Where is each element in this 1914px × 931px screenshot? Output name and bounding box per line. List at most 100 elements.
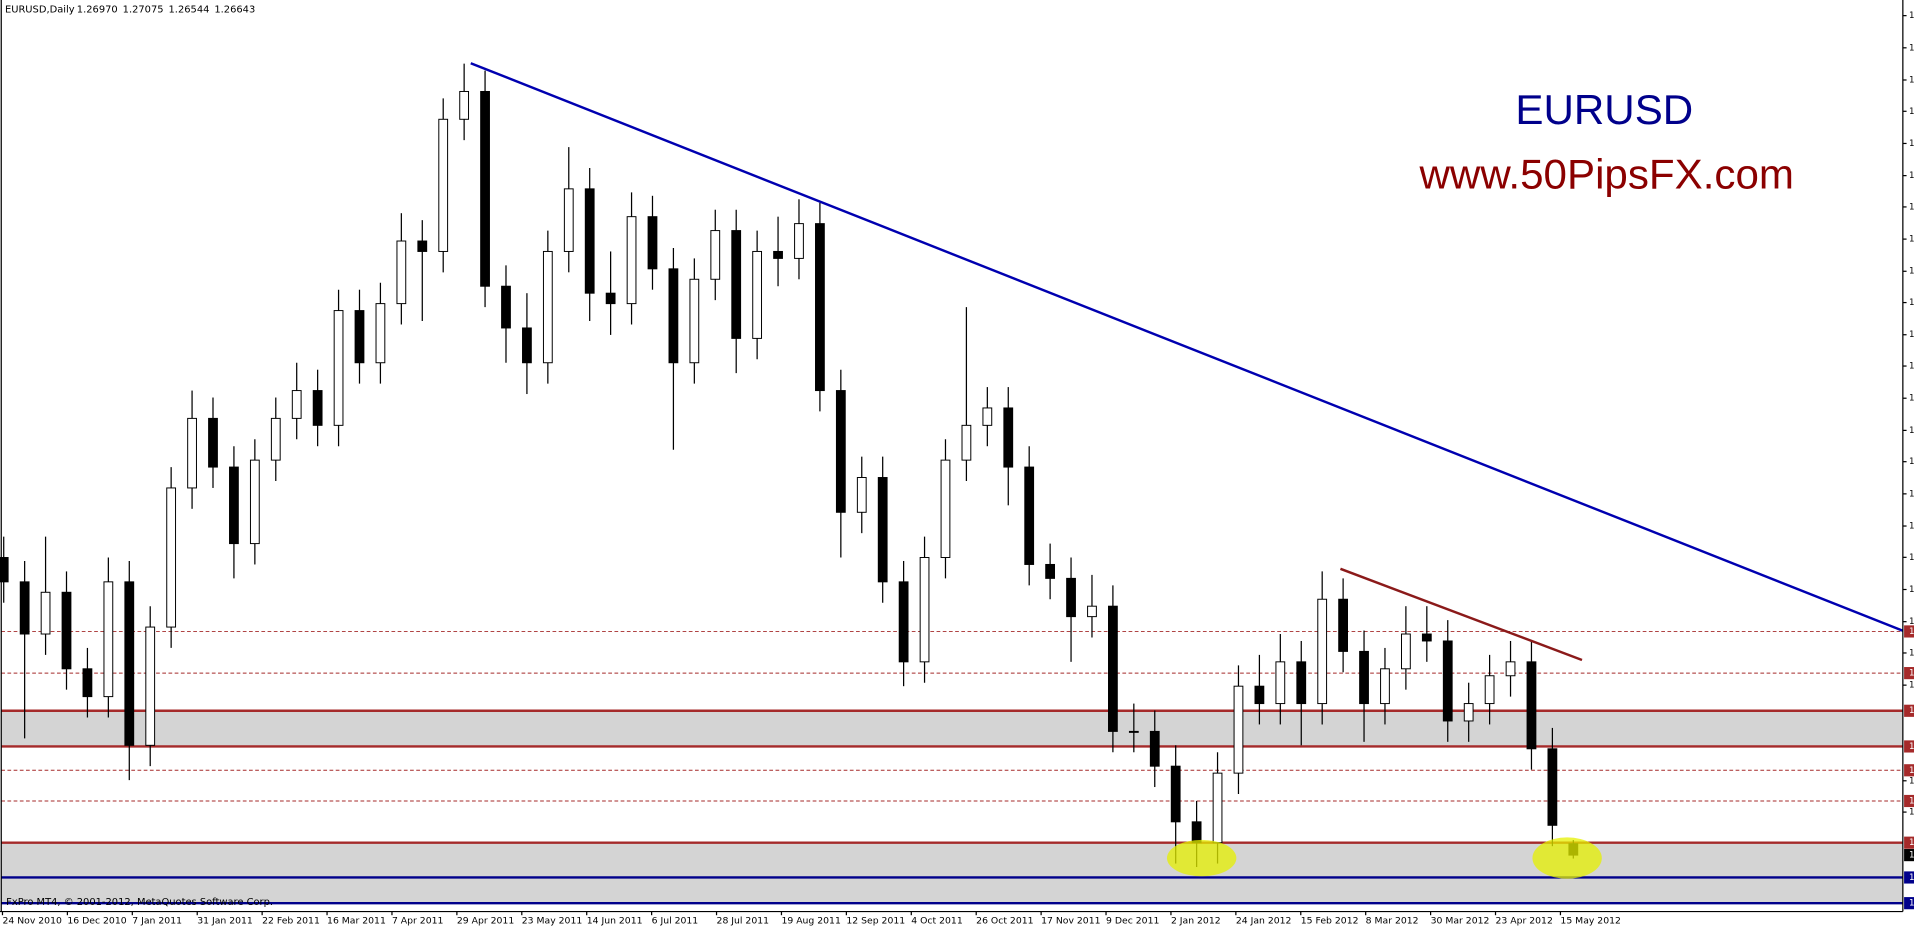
candle-body: [522, 327, 532, 364]
candle-body: [1380, 668, 1390, 705]
x-tick-label: 17 Nov 2011: [1041, 916, 1100, 927]
candle-body: [124, 581, 135, 746]
candle-body: [145, 626, 156, 746]
candle-body: [0, 557, 9, 583]
x-tick-label: 16 Dec 2010: [67, 916, 126, 927]
trend-line: [470, 62, 1904, 632]
candle-body: [40, 591, 51, 635]
ohlc-value: 1.26970: [77, 5, 118, 16]
y-tick-label: 1.35205: [1909, 553, 1914, 563]
level-label: 1.31876: [1909, 669, 1914, 679]
x-tick-label: 8 Mar 2012: [1366, 916, 1419, 927]
candle-body: [1547, 748, 1558, 826]
y-tick-label: 1.37955: [1909, 457, 1914, 467]
level-label: 1.26643: [1909, 851, 1914, 861]
ohlc-value: 1.26544: [169, 5, 210, 16]
x-tick-label: 7 Apr 2011: [392, 916, 443, 927]
y-tick-label: 1.48930: [1909, 76, 1914, 86]
candle-body: [877, 477, 888, 583]
x-tick-label: 7 Jan 2011: [132, 916, 182, 927]
candle-body: [417, 240, 428, 252]
candle-body: [1359, 650, 1369, 705]
candle-body: [1526, 661, 1537, 750]
candle-body: [375, 303, 386, 364]
x-tick-label: 22 Feb 2011: [262, 916, 320, 927]
level-label: 1.28199: [1909, 797, 1914, 807]
level-label-bg: [1904, 836, 1914, 849]
level-label-bg: [1904, 667, 1914, 680]
x-tick-label: 4 Oct 2011: [911, 916, 962, 927]
zone: [1, 710, 1903, 747]
candle-body: [605, 292, 616, 305]
candle-body: [940, 459, 951, 558]
candle-body: [396, 240, 407, 305]
candle-body: [1275, 661, 1286, 705]
trend-line: [1339, 567, 1583, 662]
zone: [1, 842, 1903, 904]
level-label: 1.33074: [1909, 627, 1914, 637]
y-tick-label: 1.49855: [1909, 43, 1914, 53]
x-tick-label: 23 May 2011: [522, 916, 582, 927]
level-label: 1.25261: [1909, 899, 1914, 909]
x-tick-label: 29 Apr 2011: [457, 916, 514, 927]
candle-body: [19, 581, 30, 635]
y-tick-label: 1.47105: [1909, 139, 1914, 149]
x-tick-label: 6 Jul 2011: [652, 916, 699, 927]
y-tick-label: 1.33355: [1909, 617, 1914, 627]
candle-body: [563, 188, 574, 252]
x-tick-label: 2 Jan 2012: [1171, 916, 1221, 927]
candle-body: [982, 407, 993, 426]
candle-body: [794, 223, 804, 259]
candle-body: [166, 487, 177, 628]
candle-body: [1212, 772, 1223, 844]
y-tick-label: 1.37030: [1909, 489, 1914, 499]
y-tick-label: 1.48030: [1909, 107, 1914, 117]
time-axis: 24 Nov 2010 16 Dec 2010 7 Jan 2011 31 Jan 2…: [1, 911, 1621, 927]
candle-body: [961, 424, 972, 461]
x-tick-label: 9 Dec 2011: [1106, 916, 1159, 927]
candle-body: [187, 417, 197, 489]
candle-body: [1003, 407, 1014, 468]
highlight: [1532, 837, 1602, 879]
candle-body: [354, 310, 365, 364]
candle-body: [1024, 466, 1035, 565]
candle-body: [270, 417, 281, 461]
price-axis: 1.50780 1.49855 1.48930 1.48030 1.47105 1.461…: [1902, 11, 1914, 910]
candle-body: [1401, 633, 1411, 670]
candle-body: [668, 268, 679, 364]
candle-body: [229, 466, 239, 545]
candle-body: [1233, 685, 1244, 774]
candle-body: [459, 90, 470, 120]
x-tick-label: 23 Apr 2012: [1496, 916, 1553, 927]
watermark-title: EURUSD: [1515, 86, 1693, 133]
candle-body: [1484, 675, 1495, 705]
ohlc-value: 1.27075: [123, 5, 164, 16]
level-label-bg: [1904, 897, 1914, 910]
candle-body: [689, 278, 700, 364]
level-label-bg: [1904, 849, 1914, 862]
candle-body: [501, 285, 511, 329]
candle-body: [835, 390, 846, 513]
level-label-bg: [1904, 794, 1914, 808]
candle-body: [208, 417, 218, 468]
y-tick-label: 1.50780: [1909, 11, 1914, 21]
candle-body: [1087, 605, 1097, 618]
candle-body: [480, 90, 490, 287]
level-label: 1.29767: [1909, 742, 1914, 752]
level-label: 1.27000: [1909, 838, 1914, 848]
candle-body: [1463, 703, 1474, 722]
y-tick-label: 1.36105: [1909, 522, 1914, 532]
level-label: 1.30793: [1909, 706, 1914, 716]
candle-body: [1066, 577, 1076, 618]
candle-body: [1045, 563, 1056, 579]
y-tick-label: 1.43430: [1909, 267, 1914, 277]
candle-body: [61, 591, 72, 670]
y-tick-label: 1.32455: [1909, 649, 1914, 659]
x-tick-label: 31 Jan 2011: [197, 916, 253, 927]
candle-body: [731, 230, 742, 339]
candle-body: [249, 459, 260, 545]
candle-body: [584, 188, 595, 294]
